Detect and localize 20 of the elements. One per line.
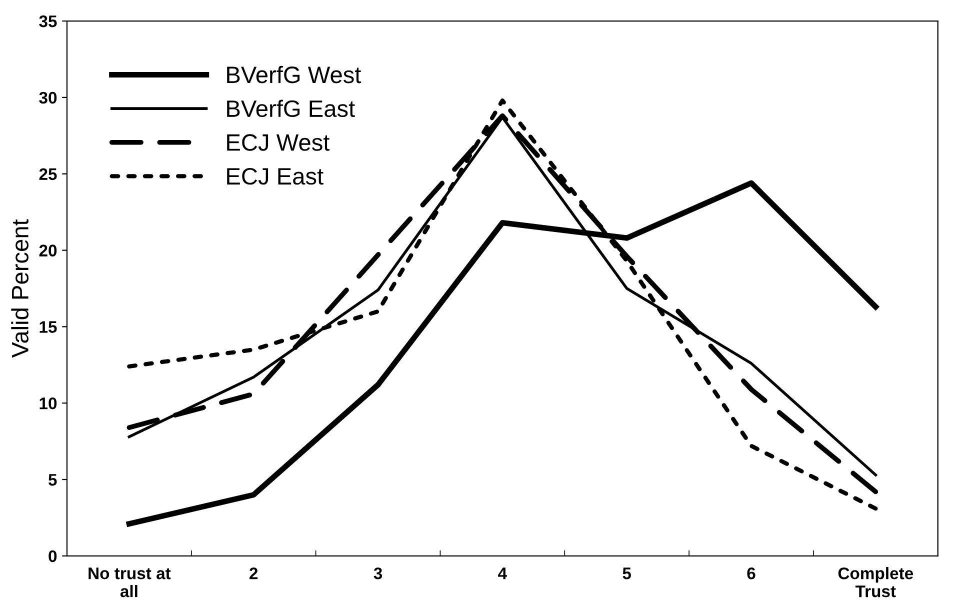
x-tick-label: 3 bbox=[374, 567, 382, 580]
y-tick-label: 5 bbox=[48, 474, 57, 486]
y-tick-label: 25 bbox=[39, 168, 57, 180]
legend-label: ECJ East bbox=[227, 168, 324, 185]
y-tick-label: 30 bbox=[39, 92, 57, 104]
x-tick-label: 4 bbox=[498, 568, 507, 580]
y-tick-label: 35 bbox=[39, 15, 57, 28]
x-tick-label: 2 bbox=[250, 567, 258, 580]
y-tick-label: 20 bbox=[39, 244, 57, 256]
legend-label: BVerfG West bbox=[227, 66, 362, 84]
legend-label: ECJ West bbox=[227, 134, 330, 151]
x-tick-label: No trust at all bbox=[88, 568, 171, 598]
legend-label: BVerfG East bbox=[227, 100, 355, 118]
x-tick-label: 5 bbox=[622, 568, 632, 580]
y-axis-title: Valid Percent bbox=[11, 219, 29, 358]
y-tick-label: 15 bbox=[40, 321, 57, 333]
x-tick-label: 6 bbox=[747, 567, 756, 580]
y-tick-label: 10 bbox=[40, 398, 57, 410]
x-tick-label: Complete Trust bbox=[838, 567, 914, 598]
y-tick-label: 0 bbox=[48, 550, 57, 562]
